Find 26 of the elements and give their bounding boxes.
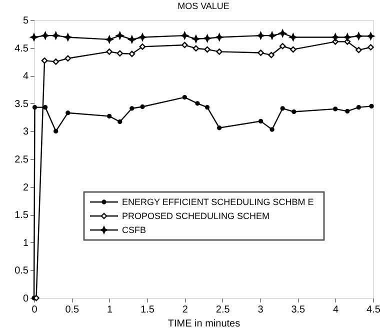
y-tick-label: 1 <box>22 238 29 249</box>
y-tick-label: 3.5 <box>14 98 29 110</box>
x-axis-title: TIME in minutes <box>168 318 240 330</box>
y-tick-label: 0 <box>22 294 29 304</box>
x-tick-label: 0 <box>32 304 38 316</box>
x-tick-label: 0.5 <box>65 304 80 316</box>
y-tick-label: 3 <box>22 126 29 138</box>
x-tick-label: 2.5 <box>216 304 230 316</box>
x-tick-label: 4 <box>333 304 340 316</box>
y-tick-label: 4 <box>22 71 29 82</box>
x-tick-label: 3 <box>258 304 264 316</box>
y-tick-label: 2 <box>22 182 29 194</box>
y-tick-label: 0.5 <box>14 266 29 277</box>
y-tick-label: 4.5 <box>14 43 29 54</box>
y-tick-label: 2.5 <box>14 154 29 166</box>
legend-label: CSFB <box>122 225 146 235</box>
x-tick-label: 3.5 <box>291 304 306 316</box>
chart-title: MOS VALUE <box>178 1 230 11</box>
y-tick-label: 5 <box>22 16 29 26</box>
y-tick-label: 1.5 <box>14 210 29 222</box>
x-tick-label: 4.5 <box>366 304 381 316</box>
legend-label: ENERGY EFFICIENT SCHEDULING SCHBM E <box>122 197 314 207</box>
x-tick-label: 1 <box>107 304 114 316</box>
x-tick-label: 1.5 <box>140 304 155 316</box>
legend-label: PROPOSED SCHEDULING SCHEM <box>122 211 270 221</box>
x-tick-label: 2 <box>182 304 188 316</box>
